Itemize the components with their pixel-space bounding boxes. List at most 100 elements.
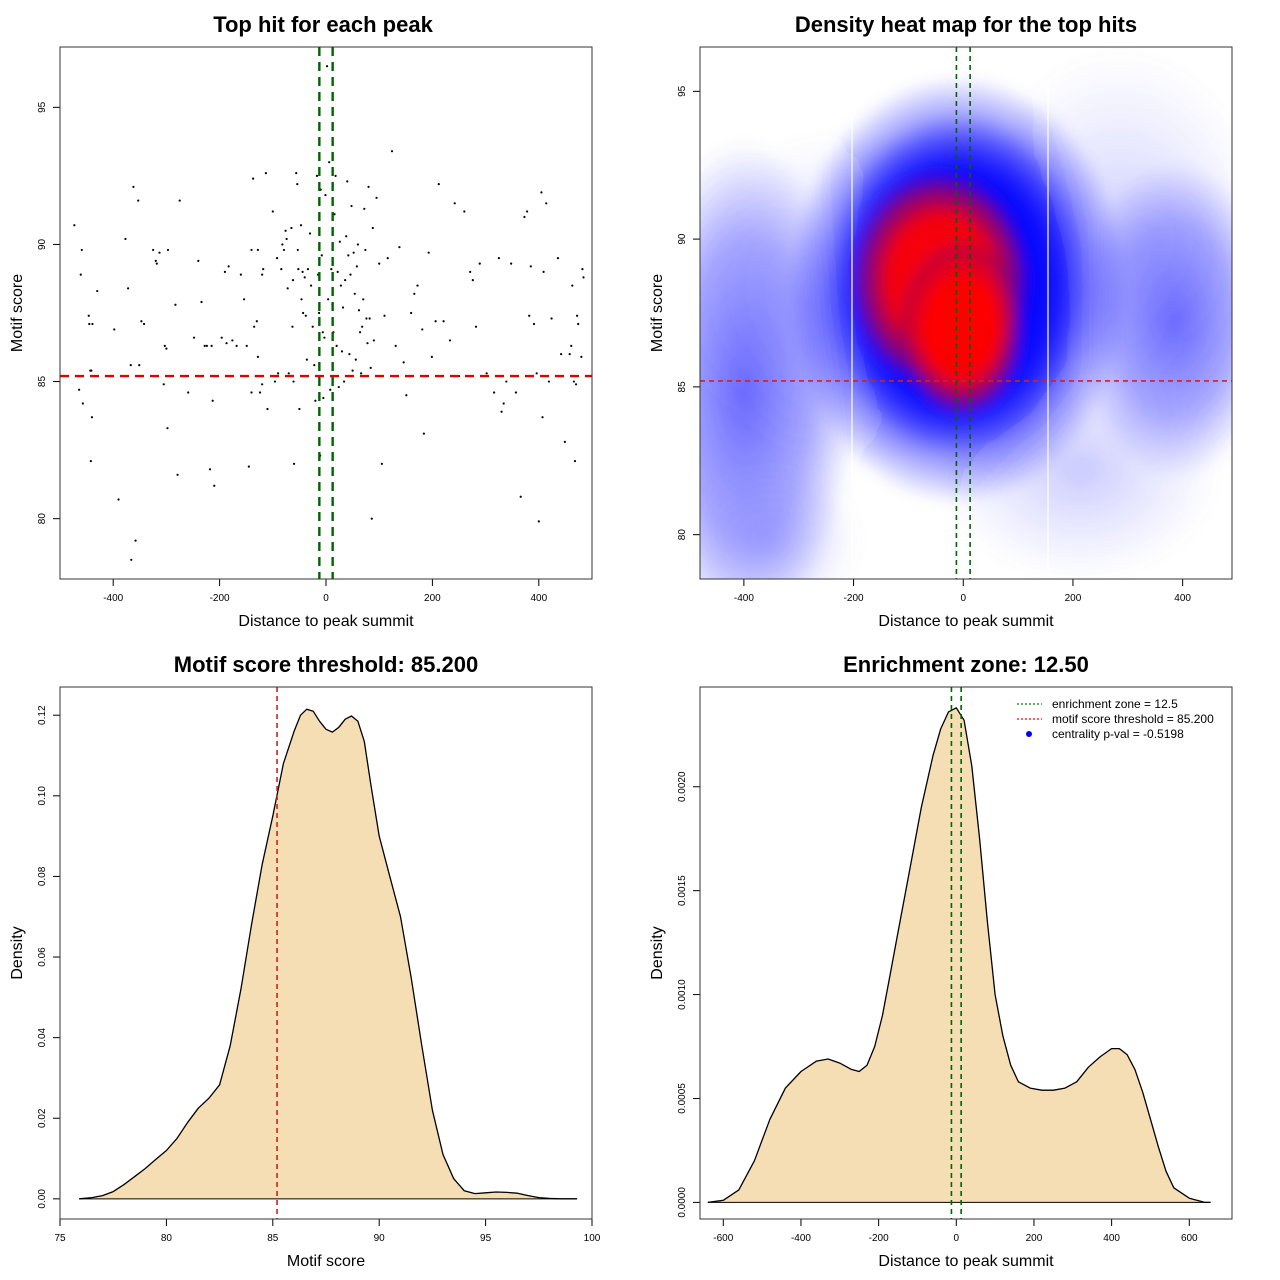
scatter-point [266,407,269,411]
scatter-point [369,366,372,369]
scatter-point [550,317,553,320]
scatter-point [91,322,94,326]
scatter-point [394,344,397,348]
scatter-point [580,355,583,358]
scatter-point [138,364,141,367]
x-tick-label: -400 [103,593,123,604]
scatter-point [298,407,301,411]
scatter-point [303,276,306,279]
scatter-point [264,172,267,175]
scatter-point [242,298,246,301]
scatter-point [364,248,367,252]
scatter-point [317,311,321,315]
panel-enrichment-zone-density: Enrichment zone: 12.50 Distance to peak … [649,652,1233,1270]
scatter-point [430,355,433,358]
x-tick-label: -600 [713,1233,733,1244]
scatter-point [340,350,344,353]
scatter-point [367,185,370,188]
scatter-point [519,495,522,498]
scatter-point [311,325,314,328]
scatter-point [383,314,386,317]
scatter-point [301,270,304,273]
scatter-point [296,183,299,186]
scatter-point [358,331,362,334]
scatter-point [370,517,373,520]
y-tick-label: 0.12 [37,705,48,725]
y-tick-label: 85 [37,376,48,388]
y-tick-label: 90 [677,233,688,245]
scatter-point [126,287,130,290]
scatter-point [560,353,563,356]
scatter-point [380,462,383,465]
scatter-point [284,229,287,232]
scatter-point [574,383,578,386]
x-tick-label: -200 [869,1233,889,1244]
panel-4-title: Enrichment zone: 12.50 [843,652,1089,677]
x-tick-label: -200 [210,593,230,604]
scatter-point [290,226,293,230]
y-tick-label: 0.06 [37,947,48,967]
panel-2-y-axis-label: Motif score [649,274,666,352]
scatter-point [73,224,76,227]
scatter-point [314,399,317,402]
scatter-point [197,259,200,262]
scatter-point [140,320,143,323]
y-tick-label: 0.04 [37,1027,48,1047]
density-area-fill [707,707,1211,1203]
scatter-point [413,292,416,295]
scatter-point [563,440,566,443]
x-tick-label: 200 [1065,593,1082,604]
y-tick-label: 80 [677,529,688,541]
x-tick-label: -200 [844,593,864,604]
panel-4-plot-frame [699,686,1233,1220]
scatter-point [205,344,208,348]
scatter-point [328,161,331,164]
scatter-point [245,344,248,348]
scatter-point [262,268,265,271]
scatter-point [256,355,260,358]
y-tick-label: 0.0005 [677,1083,688,1114]
scatter-point [296,248,299,252]
x-tick-label: -400 [791,1233,811,1244]
scatter-point [372,339,375,342]
scatter-point [297,268,300,271]
panel-2-plot-frame [699,46,1233,580]
scatter-point [80,248,83,252]
scatter-point [349,273,352,276]
scatter-point [337,385,340,389]
scatter-point [273,380,277,383]
scatter-point [287,372,290,375]
panel-2-heatmap-image [700,47,1232,579]
scatter-point [360,372,363,375]
panel-1-plot-frame [59,46,593,580]
panel-3-y-axis-label: Density [9,926,26,979]
scatter-point [87,314,90,317]
scatter-point [416,284,419,287]
scatter-point [437,183,440,186]
scatter-point [537,520,540,523]
scatter-point [342,380,346,383]
scatter-point [165,347,168,350]
scatter-point [225,342,228,345]
scatter-point [320,254,323,257]
scatter-point [208,468,212,471]
scatter-point [292,462,296,465]
x-tick-label: 90 [374,1233,386,1244]
y-tick-label: 95 [37,101,48,113]
scatter-point [174,303,177,306]
scatter-point [117,498,120,501]
x-tick-label: 0 [954,1233,960,1244]
scatter-point [361,325,364,328]
scatter-point [354,358,357,361]
scatter-point [324,193,327,197]
scatter-point [478,262,481,265]
scatter-point [275,257,279,260]
panel-4-legend: enrichment zone = 12.5 motif score thres… [1017,697,1214,741]
scatter-point [576,314,579,317]
scatter-point [286,287,289,290]
scatter-point [79,273,82,276]
scatter-point [261,273,264,276]
x-tick-label: 0 [323,593,329,604]
